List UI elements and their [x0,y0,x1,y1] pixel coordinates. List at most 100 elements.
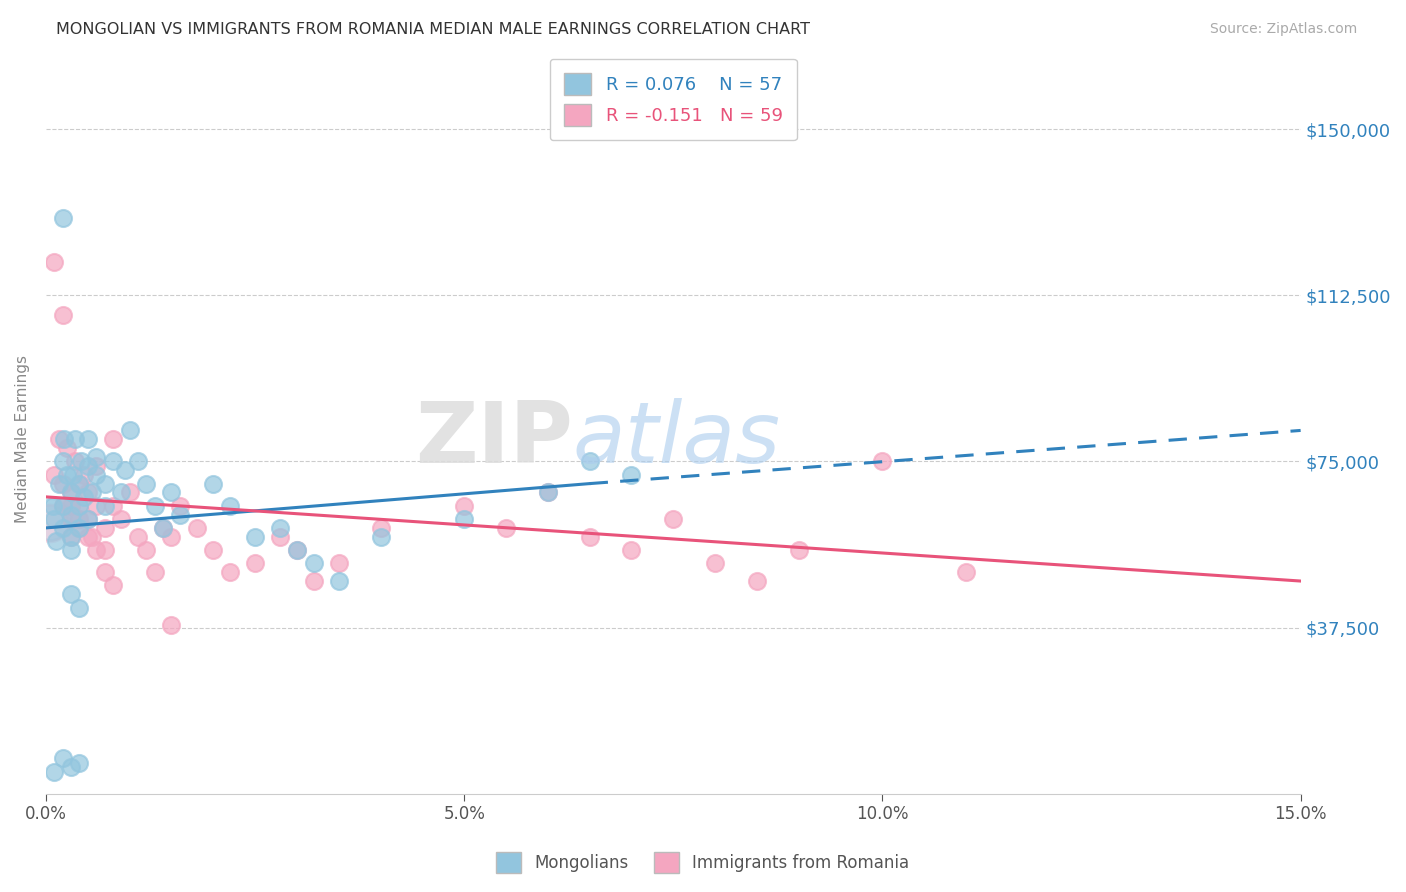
Point [67,499,90,513]
Point [127,454,149,468]
Point [60,499,83,513]
Point [537,485,560,500]
Point [72,467,94,482]
Point [93,521,115,535]
Point [52,454,75,468]
Point [453,499,475,513]
Point [135,543,157,558]
Text: ZIP: ZIP [415,398,572,481]
Legend: Mongolians, Immigrants from Romania: Mongolians, Immigrants from Romania [489,846,917,880]
Point [52,211,75,225]
Point [219,499,242,513]
Point [65,454,87,468]
Point [243,530,266,544]
Point [328,557,350,571]
Point [56,467,79,482]
Point [65,432,87,446]
Point [52,499,75,513]
Point [44,467,66,482]
Point [60,508,83,522]
Point [578,454,600,468]
Point [202,476,225,491]
Point [787,543,810,558]
Point [110,485,132,500]
Point [44,764,66,779]
Point [67,499,90,513]
Point [80,530,103,544]
Point [70,454,93,468]
Point [60,543,83,558]
Point [169,499,191,513]
Point [76,432,98,446]
Point [620,543,643,558]
Point [76,485,98,500]
Point [39,512,62,526]
Point [67,476,90,491]
Point [101,499,124,513]
Text: Source: ZipAtlas.com: Source: ZipAtlas.com [1209,22,1357,37]
Point [285,543,308,558]
Point [202,543,225,558]
Point [160,530,183,544]
Point [48,432,70,446]
Point [67,476,90,491]
Point [160,485,183,500]
Point [52,308,75,322]
Point [67,521,90,535]
Point [101,578,124,592]
Point [60,485,83,500]
Point [62,467,84,482]
Point [60,530,83,544]
Legend: R = 0.076    N = 57, R = -0.151   N = 59: R = 0.076 N = 57, R = -0.151 N = 59 [550,59,797,140]
Point [67,600,90,615]
Point [93,543,115,558]
Point [60,530,83,544]
Point [93,499,115,513]
Point [39,516,62,531]
Point [269,521,291,535]
Point [72,490,94,504]
Point [704,557,727,571]
Point [495,521,517,535]
Point [143,565,166,579]
Point [872,454,894,468]
Point [169,508,191,522]
Point [84,458,107,473]
Point [243,557,266,571]
Point [84,499,107,513]
Point [118,485,141,500]
Point [745,574,768,588]
Point [269,530,291,544]
Point [93,565,115,579]
Point [160,618,183,632]
Point [285,543,308,558]
Point [143,499,166,513]
Point [76,512,98,526]
Point [114,463,136,477]
Point [67,756,90,770]
Point [328,574,350,588]
Point [67,512,90,526]
Point [135,476,157,491]
Point [302,557,325,571]
Point [52,476,75,491]
Point [110,512,132,526]
Point [302,574,325,588]
Point [370,521,392,535]
Point [127,530,149,544]
Point [219,565,242,579]
Point [76,530,98,544]
Point [60,485,83,500]
Y-axis label: Median Male Earnings: Median Male Earnings [15,355,30,524]
Point [370,530,392,544]
Point [76,512,98,526]
Point [118,424,141,438]
Point [52,521,75,535]
Point [52,499,75,513]
Point [41,499,63,513]
Point [152,521,174,535]
Text: MONGOLIAN VS IMMIGRANTS FROM ROMANIA MEDIAN MALE EARNINGS CORRELATION CHART: MONGOLIAN VS IMMIGRANTS FROM ROMANIA MED… [56,22,810,37]
Point [453,512,475,526]
Point [101,454,124,468]
Point [60,587,83,601]
